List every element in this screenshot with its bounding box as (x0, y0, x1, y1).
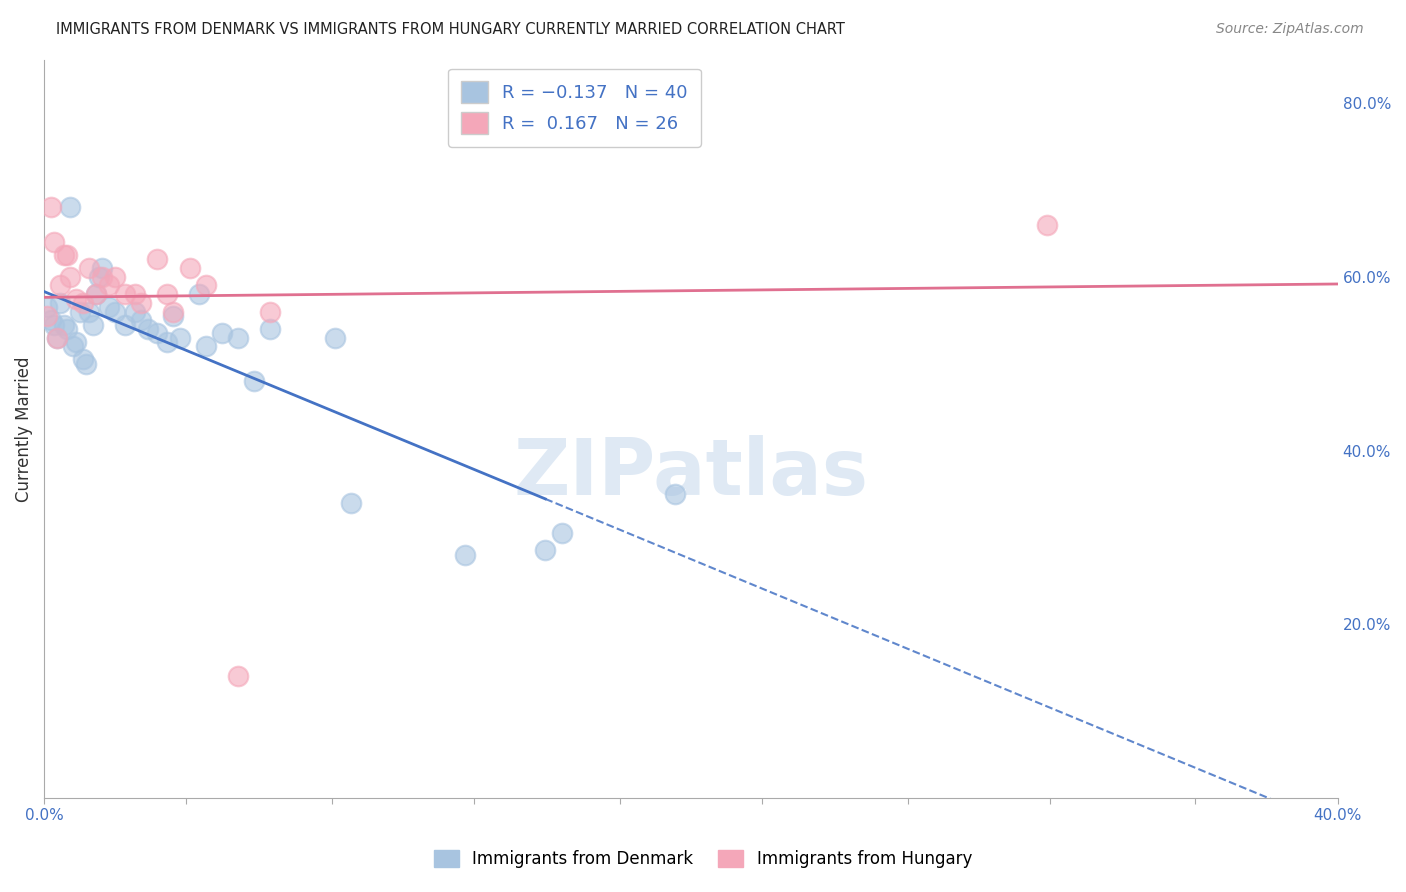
Point (104, 269, 127, 284)
Point (65, 292, 87, 306)
Point (37, 309, 59, 323)
Point (65, 334, 87, 349)
Point (91, 269, 114, 284)
Point (79, 261, 101, 276)
Point (226, 669, 249, 683)
Point (97, 278, 120, 293)
Point (179, 261, 201, 276)
Y-axis label: Currently Married: Currently Married (15, 356, 32, 501)
Point (59, 200, 82, 214)
Point (55, 248, 77, 262)
Point (136, 322, 159, 336)
Point (82, 318, 104, 332)
Point (534, 543, 557, 558)
Legend: Immigrants from Denmark, Immigrants from Hungary: Immigrants from Denmark, Immigrants from… (427, 843, 979, 875)
Point (69, 304, 91, 318)
Point (194, 278, 217, 293)
Point (340, 496, 363, 510)
Point (156, 334, 179, 349)
Point (124, 287, 146, 301)
Point (97, 300, 120, 314)
Point (39, 313, 62, 327)
Point (259, 304, 281, 318)
Point (84, 287, 107, 301)
Text: Source: ZipAtlas.com: Source: ZipAtlas.com (1216, 22, 1364, 37)
Point (49, 296, 72, 310)
Point (114, 287, 136, 301)
Point (194, 339, 217, 353)
Point (162, 309, 184, 323)
Point (72, 296, 94, 310)
Point (169, 330, 191, 344)
Point (104, 304, 127, 318)
Text: IMMIGRANTS FROM DENMARK VS IMMIGRANTS FROM HUNGARY CURRENTLY MARRIED CORRELATION: IMMIGRANTS FROM DENMARK VS IMMIGRANTS FR… (56, 22, 845, 37)
Point (87, 269, 110, 284)
Point (1035, 218, 1057, 232)
Legend: R = −0.137   N = 40, R =  0.167   N = 26: R = −0.137 N = 40, R = 0.167 N = 26 (449, 69, 700, 147)
Point (84, 287, 107, 301)
Point (59, 269, 82, 284)
Point (259, 322, 281, 336)
Point (129, 296, 152, 310)
Point (146, 326, 169, 341)
Point (453, 548, 475, 562)
Point (146, 252, 169, 267)
Point (243, 374, 266, 388)
Point (114, 318, 136, 332)
Point (79, 304, 101, 318)
Text: ZIPatlas: ZIPatlas (513, 435, 869, 511)
Point (39, 200, 62, 214)
Point (226, 330, 249, 344)
Point (124, 304, 146, 318)
Point (46, 330, 69, 344)
Point (37, 300, 59, 314)
Point (42, 318, 65, 332)
Point (75, 357, 97, 371)
Point (323, 330, 346, 344)
Point (42, 235, 65, 249)
Point (156, 287, 179, 301)
Point (55, 322, 77, 336)
Point (72, 352, 94, 367)
Point (188, 287, 211, 301)
Point (550, 526, 572, 541)
Point (62, 339, 84, 353)
Point (162, 304, 184, 318)
Point (129, 313, 152, 327)
Point (46, 330, 69, 344)
Point (52, 318, 75, 332)
Point (52, 248, 75, 262)
Point (664, 487, 686, 501)
Point (91, 261, 114, 276)
Point (49, 278, 72, 293)
Point (211, 326, 233, 341)
